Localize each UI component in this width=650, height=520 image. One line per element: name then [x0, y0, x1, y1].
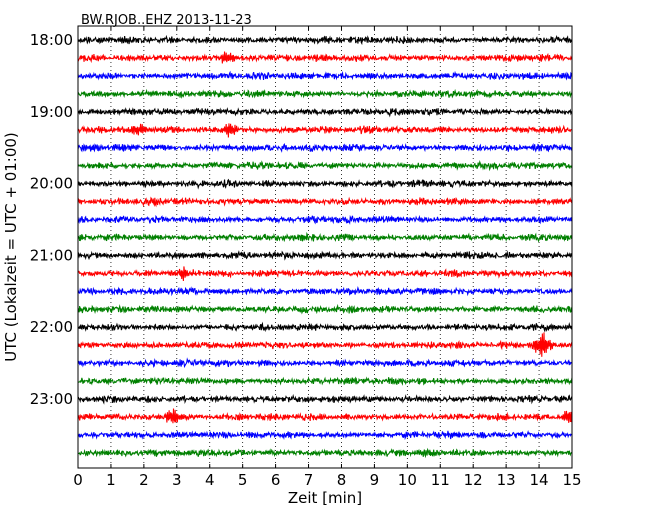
trace-line	[77, 286, 573, 297]
trace-line	[77, 178, 573, 190]
trace-line	[77, 214, 573, 225]
x-tick-label: 13	[497, 471, 516, 489]
y-tick-label: 18:00	[30, 31, 73, 49]
y-tick-label: 23:00	[30, 390, 73, 408]
plot-frame	[77, 25, 573, 469]
x-tick-label: 11	[431, 471, 450, 489]
trace-line	[77, 196, 573, 208]
y-tick-label: 21:00	[30, 246, 73, 264]
trace-line	[77, 70, 573, 81]
x-tick-label: 4	[205, 471, 215, 489]
y-tick-label: 19:00	[30, 103, 73, 121]
x-tick-label: 15	[562, 471, 581, 489]
trace-line	[77, 142, 573, 153]
chart-title: BW.RJOB..EHZ 2013-11-23	[81, 13, 252, 28]
trace-line	[77, 34, 573, 46]
trace-line	[77, 51, 573, 64]
trace-line	[77, 159, 573, 172]
x-tick-label: 14	[530, 471, 549, 489]
x-tick-label: 1	[106, 471, 116, 489]
trace-line	[77, 375, 573, 386]
x-tick-label: 5	[238, 471, 248, 489]
x-tick-label: 12	[464, 471, 483, 489]
trace-line	[77, 429, 573, 441]
x-axis-label: Zeit [min]	[288, 489, 362, 507]
x-tick-label: 9	[370, 471, 380, 489]
trace-line	[77, 303, 573, 315]
y-tick-label: 20:00	[30, 175, 73, 193]
trace-line	[77, 231, 573, 243]
x-tick-label: 2	[139, 471, 149, 489]
grid-lines	[110, 26, 540, 468]
x-tick-label: 3	[172, 471, 182, 489]
y-tick-label: 22:00	[30, 318, 73, 336]
trace-line	[77, 88, 573, 99]
x-tick-label: 10	[398, 471, 417, 489]
seismogram-traces	[77, 34, 573, 459]
y-tick-labels: 18:00 19:00 20:00 21:00 22:00 23:00	[30, 31, 73, 408]
x-tick-label: 0	[73, 471, 83, 489]
y-axis-label: UTC (Lokalzeit = UTC + 01:00)	[2, 132, 20, 362]
trace-line	[77, 447, 573, 459]
trace-line	[77, 266, 573, 281]
x-tick-label: 7	[304, 471, 314, 489]
axis-ticks	[77, 26, 573, 468]
x-tick-labels: 0 1 2 3 4 5 6 7 8 9 10 11 12 13 14 15	[73, 471, 581, 489]
trace-line	[77, 393, 573, 405]
trace-line	[77, 408, 573, 424]
trace-line	[77, 332, 573, 357]
trace-line	[77, 321, 573, 333]
x-tick-label: 6	[271, 471, 281, 489]
trace-line	[77, 123, 573, 138]
trace-line	[77, 107, 573, 118]
x-tick-label: 8	[337, 471, 347, 489]
trace-line	[77, 357, 573, 369]
trace-line	[77, 250, 573, 261]
